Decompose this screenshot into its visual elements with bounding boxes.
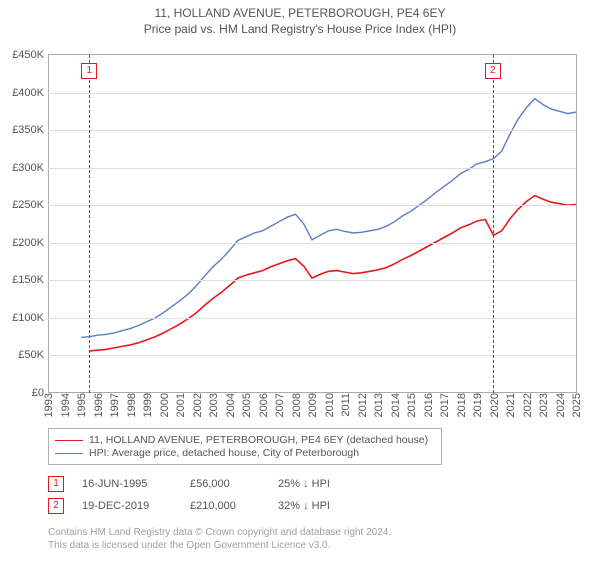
x-tick-label: 2009	[305, 393, 319, 417]
y-gridline	[48, 93, 576, 94]
sales-table: 1 16-JUN-1995 £56,000 25% ↓ HPI 2 19-DEC-2019…	[48, 470, 330, 520]
y-gridline	[48, 280, 576, 281]
sale-row: 2 19-DEC-2019 £210,000 32% ↓ HPI	[48, 498, 330, 514]
x-tick-label: 2008	[289, 393, 303, 417]
legend-label: HPI: Average price, detached house, City…	[89, 447, 359, 459]
y-tick-label: £350K	[12, 124, 48, 136]
x-tick-label: 2004	[223, 393, 237, 417]
sale-marker-line	[89, 55, 90, 393]
x-tick-label: 2012	[355, 393, 369, 417]
x-tick-label: 2003	[206, 393, 220, 417]
legend-row: 11, HOLLAND AVENUE, PETERBOROUGH, PE4 6E…	[55, 434, 435, 446]
x-tick-label: 2005	[239, 393, 253, 417]
footnote-line: Contains HM Land Registry data © Crown c…	[48, 526, 391, 539]
legend-swatch	[55, 453, 83, 454]
legend-swatch	[55, 440, 83, 441]
y-gridline	[48, 355, 576, 356]
x-tick-label: 2016	[421, 393, 435, 417]
sale-hpi-delta: 25% ↓ HPI	[278, 478, 330, 490]
y-gridline	[48, 243, 576, 244]
legend-row: HPI: Average price, detached house, City…	[55, 447, 435, 459]
series-property	[89, 196, 576, 351]
sale-date: 19-DEC-2019	[82, 500, 172, 512]
x-tick-label: 2021	[503, 393, 517, 417]
x-tick-label: 1996	[91, 393, 105, 417]
x-tick-label: 1998	[124, 393, 138, 417]
x-tick-label: 2002	[190, 393, 204, 417]
sale-hpi-delta: 32% ↓ HPI	[278, 500, 330, 512]
x-tick-label: 2015	[404, 393, 418, 417]
x-tick-label: 2006	[256, 393, 270, 417]
y-gridline	[48, 168, 576, 169]
y-tick-label: £250K	[12, 199, 48, 211]
y-tick-label: £450K	[12, 49, 48, 61]
chart-container: 11, HOLLAND AVENUE, PETERBOROUGH, PE4 6E…	[0, 6, 600, 566]
x-tick-label: 2013	[371, 393, 385, 417]
y-tick-label: £100K	[12, 312, 48, 324]
sale-price: £210,000	[190, 500, 260, 512]
sale-index-badge: 2	[48, 498, 64, 514]
x-tick-label: 2014	[388, 393, 402, 417]
x-tick-label: 2018	[454, 393, 468, 417]
x-tick-label: 2024	[553, 393, 567, 417]
chart-title: 11, HOLLAND AVENUE, PETERBOROUGH, PE4 6E…	[0, 6, 600, 20]
plot-area: £0£50K£100K£150K£200K£250K£300K£350K£400…	[48, 54, 577, 393]
x-tick-label: 1995	[74, 393, 88, 417]
legend-label: 11, HOLLAND AVENUE, PETERBOROUGH, PE4 6E…	[89, 434, 428, 446]
y-tick-label: £150K	[12, 274, 48, 286]
x-tick-label: 1997	[107, 393, 121, 417]
y-gridline	[48, 318, 576, 319]
x-tick-label: 1999	[140, 393, 154, 417]
x-tick-label: 2011	[338, 393, 352, 417]
x-tick-label: 2010	[322, 393, 336, 417]
sale-marker-line	[493, 55, 494, 393]
series-hpi	[81, 99, 576, 338]
sale-row: 1 16-JUN-1995 £56,000 25% ↓ HPI	[48, 476, 330, 492]
sale-index-badge: 1	[48, 476, 64, 492]
x-tick-label: 2023	[536, 393, 550, 417]
y-gridline	[48, 205, 576, 206]
x-tick-label: 1994	[58, 393, 72, 417]
y-gridline	[48, 130, 576, 131]
x-tick-label: 2007	[272, 393, 286, 417]
chart-subtitle: Price paid vs. HM Land Registry's House …	[0, 22, 600, 36]
sale-marker-badge: 1	[81, 63, 97, 79]
x-tick-label: 2000	[157, 393, 171, 417]
sale-price: £56,000	[190, 478, 260, 490]
x-tick-label: 1993	[41, 393, 55, 417]
x-tick-label: 2022	[520, 393, 534, 417]
series-canvas	[48, 55, 576, 393]
x-tick-label: 2019	[470, 393, 484, 417]
x-tick-label: 2020	[487, 393, 501, 417]
footnote: Contains HM Land Registry data © Crown c…	[48, 526, 391, 552]
y-tick-label: £400K	[12, 87, 48, 99]
x-tick-label: 2025	[569, 393, 583, 417]
x-tick-label: 2001	[173, 393, 187, 417]
y-tick-label: £300K	[12, 162, 48, 174]
sale-date: 16-JUN-1995	[82, 478, 172, 490]
x-tick-label: 2017	[437, 393, 451, 417]
legend: 11, HOLLAND AVENUE, PETERBOROUGH, PE4 6E…	[48, 428, 442, 465]
sale-marker-badge: 2	[485, 63, 501, 79]
y-tick-label: £50K	[18, 349, 48, 361]
y-tick-label: £200K	[12, 237, 48, 249]
footnote-line: This data is licensed under the Open Gov…	[48, 539, 391, 552]
